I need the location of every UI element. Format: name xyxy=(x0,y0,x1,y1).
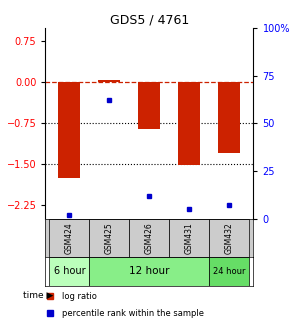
Text: 12 hour: 12 hour xyxy=(129,266,170,276)
Bar xyxy=(169,219,209,257)
Bar xyxy=(50,219,89,257)
Text: log ratio: log ratio xyxy=(62,292,97,301)
Bar xyxy=(58,82,80,178)
Bar xyxy=(98,79,120,82)
Bar xyxy=(209,257,249,285)
Bar xyxy=(50,257,89,285)
Text: GSM431: GSM431 xyxy=(185,222,194,254)
Text: 24 hour: 24 hour xyxy=(213,267,246,276)
Text: GSM432: GSM432 xyxy=(225,222,234,254)
Text: GSM425: GSM425 xyxy=(105,222,114,254)
Text: time ▶: time ▶ xyxy=(23,291,53,300)
Bar xyxy=(130,219,169,257)
Text: GSM424: GSM424 xyxy=(65,222,74,254)
Title: GDS5 / 4761: GDS5 / 4761 xyxy=(110,14,189,26)
Bar xyxy=(178,82,200,165)
Bar xyxy=(89,257,209,285)
Bar xyxy=(219,82,241,153)
Bar xyxy=(138,82,161,129)
Bar xyxy=(89,219,130,257)
Bar xyxy=(209,219,249,257)
Text: GSM426: GSM426 xyxy=(145,222,154,254)
Text: 6 hour: 6 hour xyxy=(54,266,85,276)
Text: percentile rank within the sample: percentile rank within the sample xyxy=(62,309,204,318)
